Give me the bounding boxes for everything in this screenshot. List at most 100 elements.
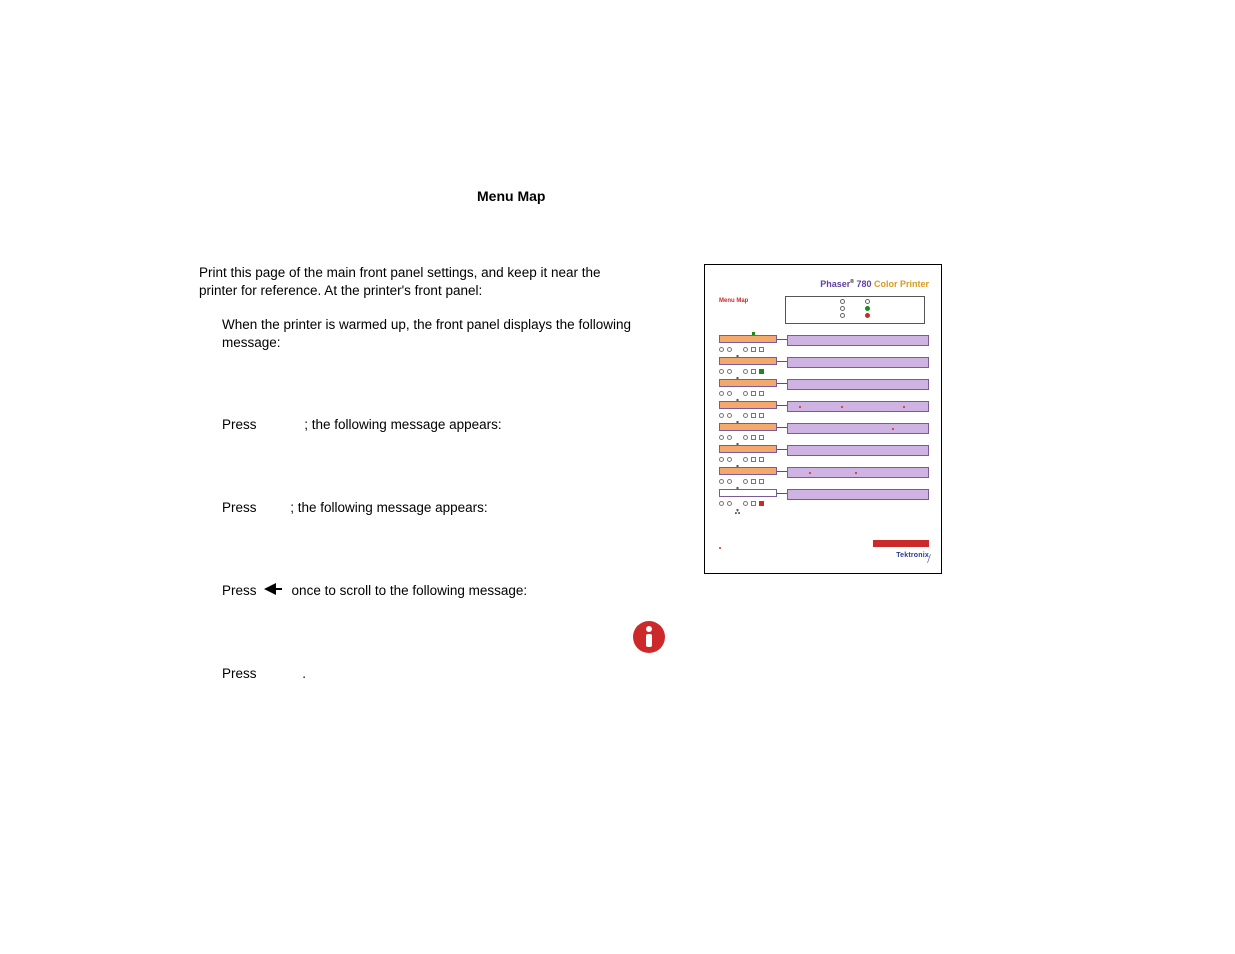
thumb-mini-icon	[735, 457, 740, 462]
thumb-mini-icon	[759, 479, 764, 484]
step-text-2: Press ; the following message appears:	[222, 416, 642, 434]
thumb-mini-icon	[719, 369, 724, 374]
thumb-mini-icon	[719, 391, 724, 396]
document-page: Menu Map Print this page of the main fro…	[0, 0, 1235, 954]
step-text-1: When the printer is warmed up, the front…	[222, 316, 642, 352]
thumb-row-label-bar	[719, 379, 777, 387]
thumb-title-sup: ®	[850, 279, 854, 285]
thumb-row-content-bar	[787, 489, 929, 500]
thumb-mini-icon	[719, 413, 724, 418]
thumb-mini-icon	[759, 369, 764, 374]
thumb-row-connector	[777, 405, 787, 406]
thumb-mini-icon	[735, 501, 740, 506]
thumb-row-icons	[719, 411, 781, 419]
thumb-row-dot	[892, 428, 894, 430]
thumb-mini-icon	[743, 435, 748, 440]
thumb-row-connector	[777, 339, 787, 340]
thumb-row-connector	[777, 383, 787, 384]
thumb-mini-icon	[751, 479, 756, 484]
step2-suffix: ; the following message appears:	[304, 417, 501, 432]
step5-suffix: .	[302, 666, 306, 681]
thumb-mini-icon	[743, 369, 748, 374]
thumb-row-icons	[719, 389, 781, 397]
step5-prefix: Press	[222, 666, 260, 681]
thumb-mini-icon	[727, 391, 732, 396]
thumb-row-icons	[719, 433, 781, 441]
thumb-row-content-bar	[787, 379, 929, 390]
thumb-row	[719, 379, 929, 401]
thumb-mini-icon	[735, 435, 740, 440]
thumb-mini-icon	[719, 501, 724, 506]
thumb-mini-icon	[719, 457, 724, 462]
menu-map-thumbnail: Phaser® 780 Color Printer Menu Map	[704, 264, 942, 574]
step-text-5: Press .	[222, 665, 642, 683]
thumb-mini-icon	[751, 413, 756, 418]
thumb-rows	[719, 335, 929, 511]
thumb-menu-map-label: Menu Map	[719, 298, 748, 304]
thumb-mini-icon	[751, 347, 756, 352]
page-title: Menu Map	[477, 188, 545, 204]
thumb-row-dot	[855, 472, 857, 474]
thumb-row-label-bar	[719, 423, 777, 431]
info-icon	[632, 620, 666, 654]
thumb-row-label-bar	[719, 357, 777, 365]
thumb-row-content-bar	[787, 335, 929, 346]
thumb-footer-dot	[719, 547, 721, 549]
step-text-4: Press once to scroll to the following me…	[222, 582, 642, 601]
thumb-row-content-bar	[787, 357, 929, 368]
thumb-row-connector	[777, 493, 787, 494]
thumb-tek-swoosh: ╱	[926, 555, 931, 564]
thumb-row-icons	[719, 455, 781, 463]
thumb-row-connector	[777, 361, 787, 362]
step3-suffix: ; the following message appears:	[290, 500, 487, 515]
thumb-mini-icon	[759, 435, 764, 440]
thumb-row	[719, 489, 929, 511]
thumb-row	[719, 357, 929, 379]
thumb-mini-icon	[727, 413, 732, 418]
thumb-mini-icon	[727, 369, 732, 374]
thumb-title: Phaser® 780 Color Printer	[820, 279, 929, 289]
thumb-mini-icon	[743, 479, 748, 484]
thumb-row-label-bar	[719, 489, 777, 497]
left-arrow-icon	[264, 582, 284, 600]
step4-suffix: once to scroll to the following message:	[288, 583, 527, 598]
thumb-mini-icon	[719, 479, 724, 484]
thumb-mini-icon	[743, 457, 748, 462]
step3-prefix: Press	[222, 500, 260, 515]
thumb-title-phaser: Phaser	[820, 279, 850, 289]
thumb-row-content-bar	[787, 401, 929, 412]
intro-paragraph: Print this page of the main front panel …	[199, 264, 619, 300]
thumb-row	[719, 423, 929, 445]
thumb-row-content-bar	[787, 445, 929, 456]
thumb-row-dot	[809, 472, 811, 474]
thumb-row	[719, 467, 929, 489]
thumb-mini-icon	[743, 347, 748, 352]
thumb-mini-icon	[719, 347, 724, 352]
thumb-mini-icon	[751, 457, 756, 462]
thumb-title-cp: Color Printer	[874, 279, 929, 289]
thumb-mini-icon	[735, 347, 740, 352]
thumb-mini-icon	[727, 457, 732, 462]
thumb-row-content-bar	[787, 423, 929, 434]
thumb-mini-icon	[751, 369, 756, 374]
thumb-panel-box	[785, 296, 925, 324]
thumb-row-icons	[719, 499, 781, 507]
thumb-row-connector	[777, 449, 787, 450]
thumb-row-icons	[719, 345, 781, 353]
thumb-mini-icon	[751, 501, 756, 506]
thumb-row-label-bar	[719, 445, 777, 453]
thumb-mini-icon	[751, 391, 756, 396]
thumb-title-num: 780	[856, 279, 871, 289]
thumb-mini-icon	[743, 501, 748, 506]
thumb-mini-icon	[759, 413, 764, 418]
thumb-row	[719, 401, 929, 423]
thumb-row-icons	[719, 367, 781, 375]
step2-prefix: Press	[222, 417, 260, 432]
thumb-row-dot	[799, 406, 801, 408]
thumb-row-content-bar	[787, 467, 929, 478]
thumb-mini-icon	[751, 435, 756, 440]
thumb-mini-icon	[727, 347, 732, 352]
thumb-tek-badge	[873, 540, 929, 547]
thumb-row-icons	[719, 477, 781, 485]
thumb-mini-icon	[719, 435, 724, 440]
